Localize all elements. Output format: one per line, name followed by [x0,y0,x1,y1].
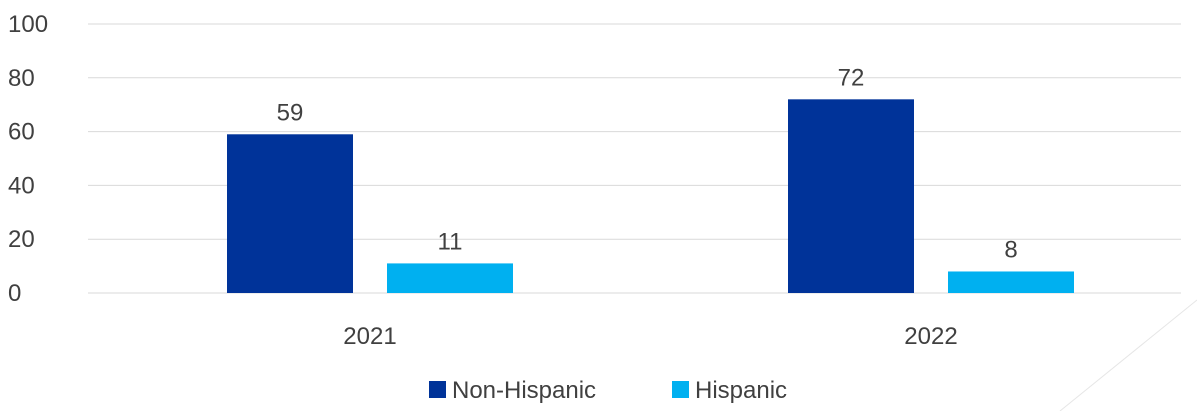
bar-hispanic-2022 [948,271,1074,293]
y-tick-label: 100 [8,11,48,38]
legend-label: Hispanic [695,377,787,404]
y-tick-label: 80 [8,65,35,92]
legend-label: Non-Hispanic [452,377,596,404]
legend: Non-Hispanic Hispanic [429,377,787,404]
legend-swatch-hispanic [672,381,689,398]
y-tick-label: 0 [8,280,21,307]
bars [227,99,1074,293]
data-label: 11 [438,228,463,255]
y-tick-label: 40 [8,172,35,199]
legend-swatch-non-hispanic [429,381,446,398]
bar-hispanic-2021 [387,263,513,293]
y-tick-label: 20 [8,226,35,253]
data-labels: 59 11 72 8 [277,64,1018,263]
x-tick-label: 2021 [343,323,396,350]
data-label: 72 [838,64,865,91]
decorative-curve [1059,299,1197,411]
y-tick-label: 60 [8,119,35,146]
data-label: 8 [1004,236,1017,263]
bar-non-hispanic-2021 [227,134,353,293]
x-axis: 2021 2022 [343,323,957,350]
bar-non-hispanic-2022 [788,99,914,293]
y-axis: 0 20 40 60 80 100 [8,11,48,307]
data-label: 59 [277,99,304,126]
x-tick-label: 2022 [904,323,957,350]
